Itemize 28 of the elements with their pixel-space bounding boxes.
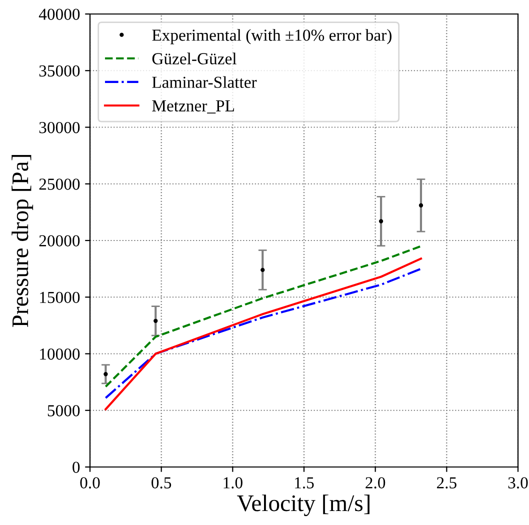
x-tick-label: 1.0 [224,477,242,489]
y-tick-label: 20000 [39,235,80,246]
y-tick-label: 35000 [39,65,80,77]
point [104,372,108,376]
y-tick-label: 25000 [39,178,80,190]
x-tick-label: 2.5 [436,477,456,489]
y-tick-label: 10000 [40,348,80,360]
line-series [104,245,422,388]
x-tick-label: 0.0 [80,477,100,489]
point [154,318,158,323]
y-tick-label: 30000 [39,122,80,134]
x-tick-label: 0.5 [152,477,172,489]
y-tick-label: 0 [72,462,80,473]
y-tick-label: 5000 [48,405,80,416]
legend-label: Experimental (with ±10% error bar) [152,29,392,44]
point [378,219,384,224]
x-tick-label: 3.0 [508,477,528,489]
legend-label: Laminar-Slatter [152,76,257,88]
y-tick-label: 40000 [38,8,80,20]
x-tick-label: 1.5 [295,477,314,489]
y-tick-label: 15000 [40,292,80,304]
y-axis-title: Pressure drop [Pa] [12,155,34,328]
point [260,268,265,272]
x-axis-title: Velocity [m/s] [237,494,370,516]
x-tick-label: 2.0 [366,477,386,489]
legend-label: Güzel-Güzel [152,52,236,64]
legend-label: Metzner_PL [152,100,234,114]
point [418,203,424,208]
